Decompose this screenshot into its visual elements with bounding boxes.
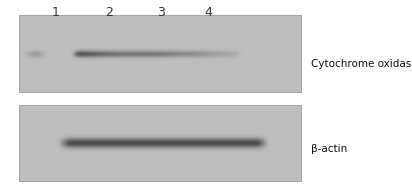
FancyBboxPatch shape — [19, 105, 301, 181]
Text: 1: 1 — [52, 6, 60, 19]
Text: β-actin: β-actin — [311, 144, 347, 154]
Text: 4: 4 — [204, 6, 212, 19]
FancyBboxPatch shape — [19, 15, 301, 92]
Text: Cytochrome oxidase: Cytochrome oxidase — [311, 59, 412, 69]
Text: 3: 3 — [157, 6, 165, 19]
Text: 2: 2 — [105, 6, 113, 19]
